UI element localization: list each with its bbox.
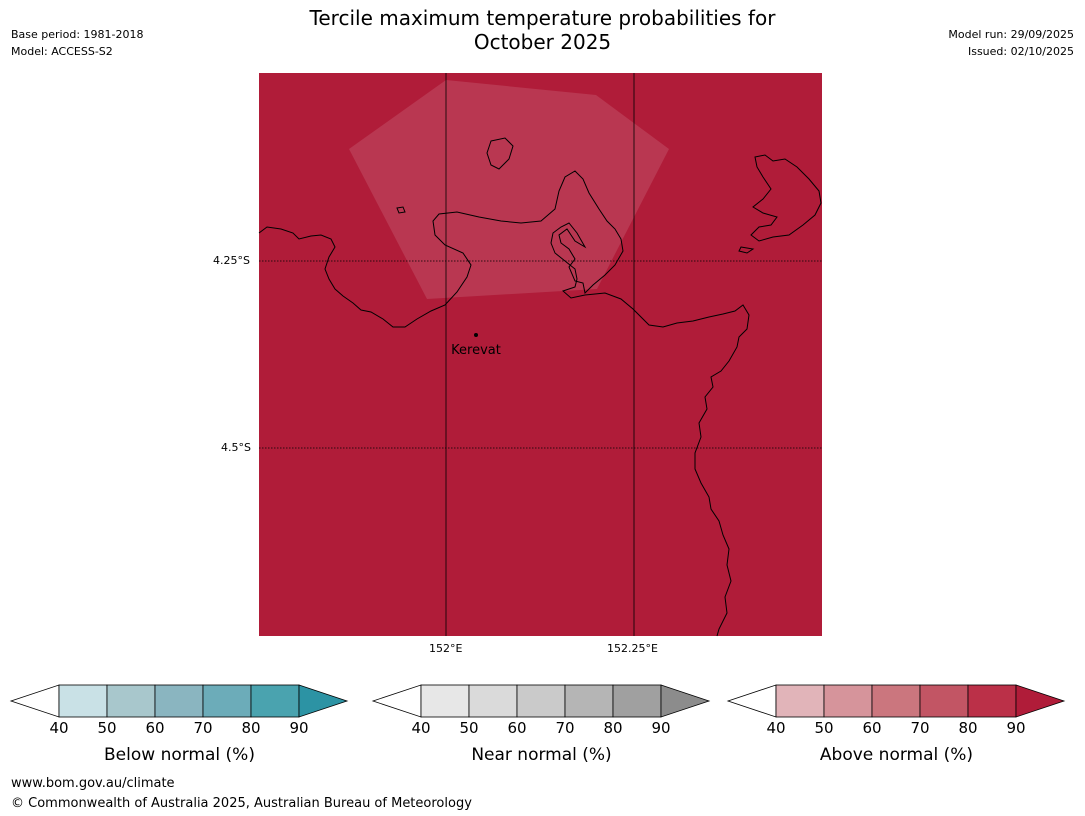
footer-url[interactable]: www.bom.gov.au/climate: [11, 776, 175, 791]
title-line-1: Tercile maximum temperature probabilitie…: [309, 6, 776, 30]
lon-label-152-25: 152.25°E: [607, 642, 658, 655]
colorbar-near-segment-40-50: [420, 684, 470, 718]
colorbar-below-normal: [9, 684, 349, 718]
colorbar-below-tick-60: 60: [145, 719, 165, 737]
colorbar-above-segment-80-90: [967, 684, 1017, 718]
lat-label-4-5: 4.5°S: [221, 441, 251, 454]
kerevat-marker: [474, 333, 478, 337]
chart-title: Tercile maximum temperature probabilitie…: [0, 6, 1085, 54]
model-run: Model run: 29/09/2025: [948, 28, 1074, 41]
colorbar-above-tick-60: 60: [862, 719, 882, 737]
colorbar-near-tick-60: 60: [507, 719, 527, 737]
colorbar-below-tick-50: 50: [97, 719, 117, 737]
issued-date: Issued: 02/10/2025: [967, 45, 1074, 58]
colorbar-near-tick-70: 70: [555, 719, 575, 737]
base-period: Base period: 1981-2018: [11, 28, 144, 41]
map-background: [259, 73, 822, 636]
colorbar-above-segment-60-70: [871, 684, 921, 718]
colorbar-below-tick-40: 40: [49, 719, 69, 737]
colorbar-below-tick-70: 70: [193, 719, 213, 737]
lat-label-4-25: 4.25°S: [213, 254, 250, 267]
colorbar-below-tick-80: 80: [241, 719, 261, 737]
coastline-main: [258, 170, 750, 637]
colorbar-below-segment-60-70: [154, 684, 204, 718]
colorbar-above-arrow-low: [726, 684, 777, 718]
coastline-islet-ne-small: [738, 246, 755, 254]
colorbar-below-arrow-low: [9, 684, 60, 718]
meta-left: Base period: 1981-2018 Model: ACCESS-S2: [11, 26, 143, 60]
coastlines: [258, 137, 822, 637]
colorbar-near-normal: [371, 684, 711, 718]
colorbar-above-tick-40: 40: [766, 719, 786, 737]
meta-right: Model run: 29/09/2025 Issued: 02/10/2025: [948, 26, 1074, 60]
colorbar-above-segment-70-80: [919, 684, 969, 718]
colorbar-near-segment-60-70: [516, 684, 566, 718]
colorbar-near-segment-80-90: [612, 684, 662, 718]
colorbar-below-segment-80-90: [250, 684, 300, 718]
footer-copyright: © Commonwealth of Australia 2025, Austra…: [11, 796, 472, 811]
colorbar-above-segment-40-50: [775, 684, 825, 718]
colorbar-near-tick-80: 80: [603, 719, 623, 737]
colorbar-above-tick-90: 90: [1006, 719, 1026, 737]
colorbar-near-tick-90: 90: [651, 719, 671, 737]
colorbar-above-tick-80: 80: [958, 719, 978, 737]
colorbar-below-title: Below normal (%): [104, 745, 255, 765]
coastline-islands-ne: [750, 154, 822, 242]
colorbar-below-tick-90: 90: [289, 719, 309, 737]
kerevat-label: Kerevat: [451, 343, 501, 358]
colorbar-near-segment-70-80: [564, 684, 614, 718]
colorbar-near-arrow-high: [660, 684, 711, 718]
colorbar-near-title: Near normal (%): [471, 745, 612, 765]
colorbar-below-segment-50-60: [106, 684, 156, 718]
title-line-2: October 2025: [473, 30, 612, 54]
colorbar-above-tick-70: 70: [910, 719, 930, 737]
colorbar-below-segment-70-80: [202, 684, 252, 718]
map-panel[interactable]: Kerevat: [258, 73, 822, 637]
colorbar-above-normal: [726, 684, 1066, 718]
model-name: Model: ACCESS-S2: [11, 45, 113, 58]
colorbar-above-segment-50-60: [823, 684, 873, 718]
colorbar-above-title: Above normal (%): [819, 745, 974, 765]
colorbar-below-arrow-high: [298, 684, 349, 718]
colorbar-near-tick-50: 50: [459, 719, 479, 737]
colorbar-near-tick-40: 40: [411, 719, 431, 737]
lon-label-152: 152°E: [429, 642, 463, 655]
probability-region-lighter: [349, 80, 669, 299]
colorbar-near-arrow-low: [371, 684, 422, 718]
colorbar-below-segment-40-50: [58, 684, 108, 718]
colorbar-near-segment-50-60: [468, 684, 518, 718]
coastline-island-top: [486, 137, 514, 170]
coastline-islet-small: [396, 206, 406, 214]
colorbar-above-tick-50: 50: [814, 719, 834, 737]
colorbar-above-arrow-high: [1015, 684, 1066, 718]
